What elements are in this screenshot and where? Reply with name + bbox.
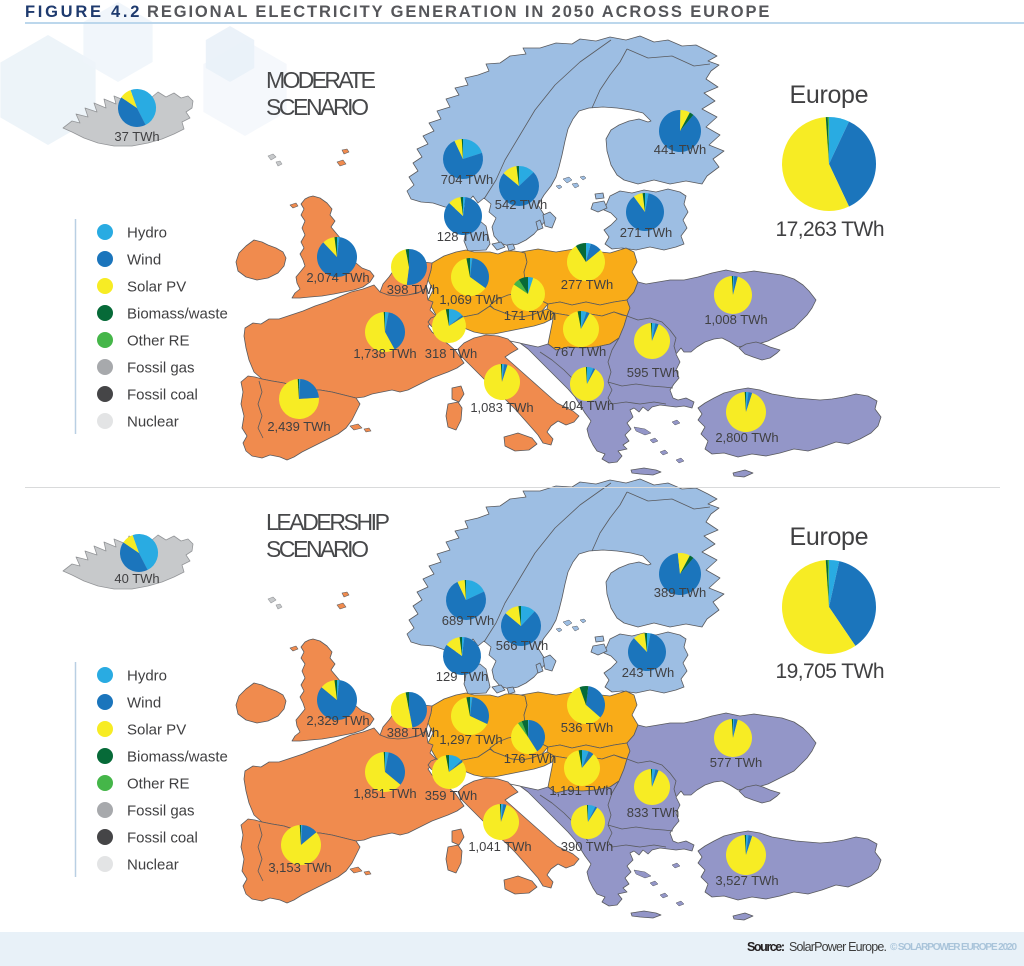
- svg-text:37 TWh: 37 TWh: [114, 129, 159, 144]
- svg-text:Nuclear: Nuclear: [127, 857, 179, 874]
- svg-text:704 TWh: 704 TWh: [441, 172, 494, 187]
- svg-text:© SOLARPOWER EUROPE 2020: © SOLARPOWER EUROPE 2020: [890, 942, 1017, 953]
- svg-text:Fossil coal: Fossil coal: [127, 387, 198, 404]
- svg-text:Fossil gas: Fossil gas: [127, 360, 195, 377]
- svg-text:Solar PV: Solar PV: [127, 722, 186, 739]
- svg-text:404 TWh: 404 TWh: [562, 398, 615, 413]
- svg-text:176 TWh: 176 TWh: [504, 751, 557, 766]
- svg-text:441 TWh: 441 TWh: [654, 142, 707, 157]
- svg-text:1,083 TWh: 1,083 TWh: [470, 400, 533, 415]
- svg-text:2,074 TWh: 2,074 TWh: [306, 270, 369, 285]
- svg-text:Fossil coal: Fossil coal: [127, 830, 198, 847]
- svg-text:1,297 TWh: 1,297 TWh: [439, 732, 502, 747]
- svg-text:SolarPower Europe.: SolarPower Europe.: [789, 940, 887, 954]
- svg-text:Other RE: Other RE: [127, 333, 190, 350]
- svg-text:SCENARIO: SCENARIO: [266, 536, 369, 562]
- svg-text:767 TWh: 767 TWh: [554, 344, 607, 359]
- svg-text:3,527 TWh: 3,527 TWh: [715, 873, 778, 888]
- svg-text:SCENARIO: SCENARIO: [266, 94, 369, 120]
- svg-text:171 TWh: 171 TWh: [504, 308, 557, 323]
- svg-text:Other RE: Other RE: [127, 776, 190, 793]
- svg-text:Biomass/waste: Biomass/waste: [127, 749, 228, 766]
- svg-text:MODERATE: MODERATE: [266, 67, 376, 93]
- svg-text:3,153 TWh: 3,153 TWh: [268, 860, 331, 875]
- svg-text:388 TWh: 388 TWh: [387, 725, 440, 740]
- svg-text:389 TWh: 389 TWh: [654, 585, 707, 600]
- svg-text:2,800 TWh: 2,800 TWh: [715, 430, 778, 445]
- svg-text:2,439 TWh: 2,439 TWh: [267, 419, 330, 434]
- svg-text:Hydro: Hydro: [127, 225, 167, 242]
- svg-text:Source:: Source:: [747, 940, 785, 954]
- svg-text:1,851 TWh: 1,851 TWh: [353, 786, 416, 801]
- svg-text:40 TWh: 40 TWh: [114, 571, 159, 586]
- svg-text:536 TWh: 536 TWh: [561, 720, 614, 735]
- svg-text:Wind: Wind: [127, 252, 161, 269]
- svg-text:398 TWh: 398 TWh: [387, 282, 440, 297]
- svg-text:271 TWh: 271 TWh: [620, 225, 673, 240]
- svg-text:Europe: Europe: [790, 81, 869, 109]
- svg-text:Fossil gas: Fossil gas: [127, 803, 195, 820]
- svg-text:Europe: Europe: [790, 523, 869, 551]
- svg-text:Biomass/waste: Biomass/waste: [127, 306, 228, 323]
- svg-text:1,069 TWh: 1,069 TWh: [439, 292, 502, 307]
- svg-text:1,008 TWh: 1,008 TWh: [704, 312, 767, 327]
- svg-text:689 TWh: 689 TWh: [442, 613, 495, 628]
- svg-text:Nuclear: Nuclear: [127, 414, 179, 431]
- svg-text:Wind: Wind: [127, 695, 161, 712]
- svg-text:17,263 TWh: 17,263 TWh: [776, 218, 885, 241]
- svg-text:595 TWh: 595 TWh: [627, 365, 680, 380]
- svg-text:2,329 TWh: 2,329 TWh: [306, 713, 369, 728]
- svg-text:Solar PV: Solar PV: [127, 279, 186, 296]
- svg-text:277 TWh: 277 TWh: [561, 277, 614, 292]
- svg-text:128 TWh: 128 TWh: [437, 229, 490, 244]
- svg-text:129 TWh: 129 TWh: [436, 669, 489, 684]
- svg-text:243 TWh: 243 TWh: [622, 665, 675, 680]
- svg-text:LEADERSHIP: LEADERSHIP: [266, 509, 390, 535]
- svg-text:318 TWh: 318 TWh: [425, 346, 478, 361]
- svg-text:1,191 TWh: 1,191 TWh: [549, 783, 612, 798]
- svg-text:Hydro: Hydro: [127, 668, 167, 685]
- svg-text:1,041 TWh: 1,041 TWh: [468, 839, 531, 854]
- svg-text:542 TWh: 542 TWh: [495, 197, 548, 212]
- svg-text:19,705 TWh: 19,705 TWh: [776, 660, 885, 683]
- svg-text:577 TWh: 577 TWh: [710, 755, 763, 770]
- svg-text:1,738 TWh: 1,738 TWh: [353, 346, 416, 361]
- svg-text:833 TWh: 833 TWh: [627, 805, 680, 820]
- svg-text:359 TWh: 359 TWh: [425, 788, 478, 803]
- svg-text:390 TWh: 390 TWh: [561, 839, 614, 854]
- svg-text:566 TWh: 566 TWh: [496, 638, 549, 653]
